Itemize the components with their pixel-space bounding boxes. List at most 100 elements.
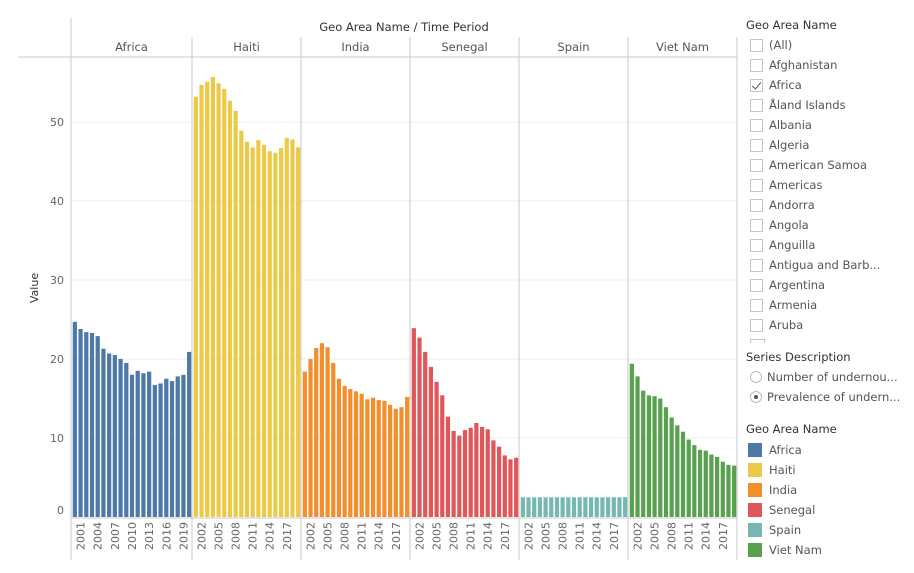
legend-item[interactable]: Spain [748,521,801,539]
bar[interactable] [319,343,324,517]
bar[interactable] [325,347,330,517]
bar[interactable] [382,400,387,517]
filter-item[interactable]: Africa [750,76,802,94]
bar[interactable] [411,328,416,517]
bar[interactable] [675,425,680,517]
bar[interactable] [652,396,657,517]
bar[interactable] [181,374,186,517]
checkbox[interactable] [750,138,763,152]
bar[interactable] [250,147,255,517]
bar[interactable] [646,395,651,517]
bar[interactable] [526,497,531,517]
bar[interactable] [147,371,152,517]
bar[interactable] [267,151,272,518]
bar[interactable] [617,497,622,517]
bar[interactable] [199,84,204,518]
bar[interactable] [497,446,502,517]
bar[interactable] [284,137,289,518]
bar[interactable] [423,351,428,517]
bar[interactable] [336,378,342,517]
filter-item[interactable]: Algeria [750,136,809,154]
checkbox[interactable] [750,58,763,72]
bar[interactable] [256,140,261,518]
bar[interactable] [365,399,370,517]
bar[interactable] [78,328,83,517]
bar[interactable] [571,497,577,517]
bar[interactable] [124,362,129,517]
bar[interactable] [635,376,640,517]
filter-item[interactable]: Åland Islands [750,96,846,114]
radio-button[interactable] [750,391,762,403]
bar[interactable] [732,465,737,517]
filter-item[interactable]: Armenia [750,296,817,314]
bar[interactable] [169,381,175,517]
bar[interactable] [393,408,398,517]
bar[interactable] [658,398,663,518]
bar[interactable] [641,390,646,517]
bar[interactable] [680,431,686,517]
bar[interactable] [583,497,588,517]
bar[interactable] [434,381,439,517]
bar[interactable] [164,378,169,517]
filter-item[interactable]: Albania [750,116,812,134]
bar[interactable] [491,440,496,517]
checkbox[interactable] [750,278,763,292]
bar[interactable] [726,464,731,517]
bar[interactable] [89,332,95,517]
legend-item[interactable]: India [748,481,797,499]
legend-item[interactable]: Haiti [748,461,796,479]
bar[interactable] [205,81,210,518]
bar[interactable] [600,497,605,517]
bar[interactable] [468,427,473,517]
bar[interactable] [692,445,697,517]
bar[interactable] [141,373,146,517]
bar[interactable] [193,96,198,517]
bar[interactable] [72,321,77,517]
bar[interactable] [227,100,233,518]
filter-item[interactable]: Angola [750,216,809,234]
bar[interactable] [669,417,674,517]
checkbox[interactable] [750,218,763,232]
bar[interactable] [566,497,571,517]
bar[interactable] [314,347,319,517]
bar[interactable] [720,461,725,517]
filter-item[interactable]: Americas [750,176,822,194]
bar[interactable] [405,396,410,517]
bar[interactable] [543,497,548,517]
bar[interactable] [606,497,611,517]
bar[interactable] [594,497,599,517]
bar[interactable] [663,407,669,517]
bar[interactable] [514,457,519,517]
bar[interactable] [342,385,347,517]
bar[interactable] [588,497,594,517]
bar[interactable] [376,400,381,517]
checkbox[interactable] [750,78,763,92]
bar[interactable] [611,497,616,517]
bar[interactable] [84,332,89,517]
bar[interactable] [428,366,433,517]
bar[interactable] [502,455,507,517]
bar[interactable] [273,152,278,517]
filter-item[interactable]: (All) [750,36,792,54]
checkbox[interactable] [750,38,763,52]
bar[interactable] [353,391,359,517]
checkbox[interactable] [750,298,763,312]
bar[interactable] [451,430,456,517]
radio-button[interactable] [750,371,762,383]
bar[interactable] [279,148,284,517]
bar[interactable] [348,389,353,517]
bar[interactable] [107,353,112,517]
bar[interactable] [485,429,490,517]
checkbox[interactable] [750,238,763,252]
bar[interactable] [239,130,244,517]
bar[interactable] [101,348,106,517]
bar[interactable] [709,454,714,517]
bar[interactable] [370,397,376,517]
bar[interactable] [152,385,157,517]
bar[interactable] [549,497,554,517]
filter-item[interactable]: Antigua and Barb... [750,256,880,274]
legend-item[interactable]: Viet Nam [748,541,822,559]
bar[interactable] [302,371,307,517]
bar[interactable] [554,497,560,517]
bar[interactable] [686,439,691,517]
